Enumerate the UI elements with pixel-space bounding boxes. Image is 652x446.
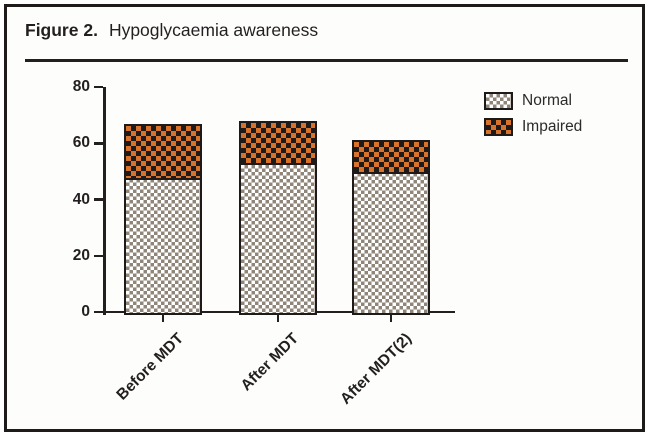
x-category-label: After MDT(2)	[337, 330, 416, 408]
bar-segment-impaired	[239, 120, 317, 166]
y-tick	[94, 198, 103, 201]
bar-segment-impaired	[124, 123, 202, 180]
bar-segment-normal	[352, 171, 430, 315]
x-tick	[276, 313, 280, 322]
bar-segment-impaired	[352, 140, 430, 174]
y-tick-label: 80	[72, 78, 90, 95]
x-tick	[161, 313, 165, 322]
legend-label: Impaired	[522, 118, 583, 135]
bar-segment-normal	[239, 162, 317, 315]
y-tick-label: 40	[72, 190, 90, 208]
x-tick	[389, 313, 393, 322]
y-tick-label: 0	[81, 303, 90, 320]
x-category-label: After MDT	[237, 330, 303, 395]
legend-item-normal: Normal	[484, 92, 582, 110]
y-tick	[94, 85, 103, 89]
y-tick-label: 60	[72, 134, 90, 152]
figure-label: Figure 2.	[25, 20, 98, 40]
figure-title: Figure 2. Hypoglycaemia awareness	[25, 20, 318, 41]
legend-label: Normal	[522, 92, 572, 109]
chart-legend: Normal Impaired	[484, 92, 582, 144]
x-category-label: Before MDT	[113, 330, 188, 404]
y-axis-line	[103, 87, 106, 315]
title-rule	[25, 59, 628, 62]
y-tick-label: 20	[72, 246, 90, 264]
legend-item-impaired: Impaired	[484, 118, 582, 136]
figure-caption: Hypoglycaemia awareness	[108, 20, 319, 40]
bar-segment-normal	[124, 177, 202, 315]
figure-border	[4, 4, 645, 432]
y-tick	[94, 142, 103, 145]
legend-swatch-impaired-check	[484, 118, 513, 136]
legend-swatch-normal-check	[484, 92, 513, 110]
y-tick	[94, 254, 103, 257]
